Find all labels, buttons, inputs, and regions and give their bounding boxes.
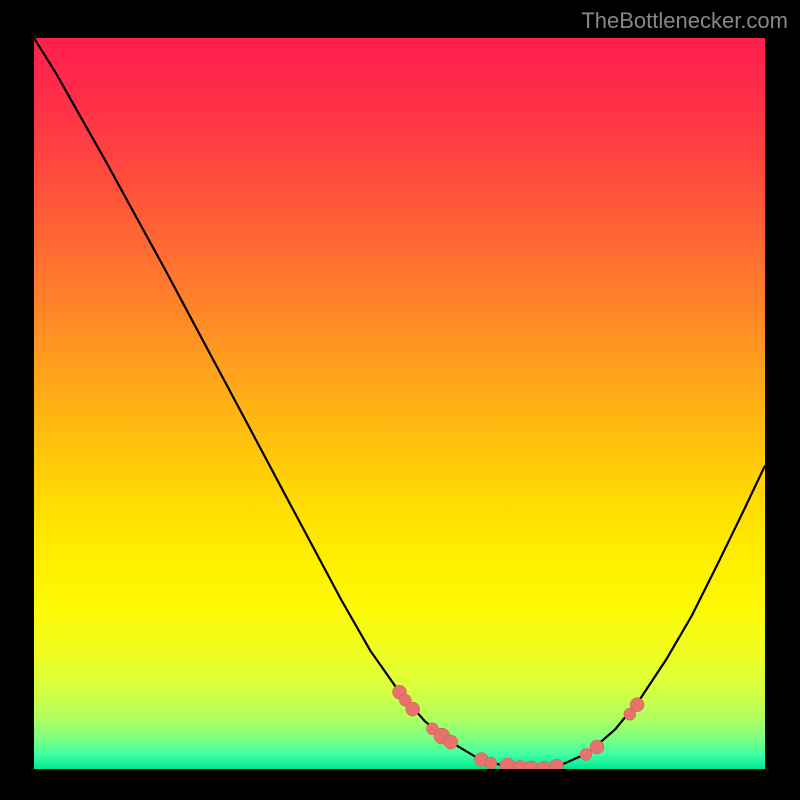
chart-container bbox=[34, 38, 765, 769]
watermark-text: TheBottlenecker.com bbox=[581, 8, 788, 34]
gradient-background bbox=[34, 38, 765, 769]
